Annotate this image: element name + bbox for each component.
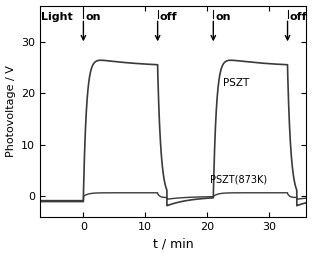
Text: off: off bbox=[290, 12, 307, 22]
Text: Light: Light bbox=[41, 12, 73, 22]
Text: on: on bbox=[215, 12, 231, 22]
Y-axis label: Photovoltage / V: Photovoltage / V bbox=[6, 65, 16, 157]
X-axis label: t / min: t / min bbox=[153, 238, 193, 250]
Text: PSZT: PSZT bbox=[223, 78, 249, 88]
Text: on: on bbox=[85, 12, 101, 22]
Text: PSZT(873K): PSZT(873K) bbox=[210, 175, 267, 185]
Text: off: off bbox=[160, 12, 177, 22]
